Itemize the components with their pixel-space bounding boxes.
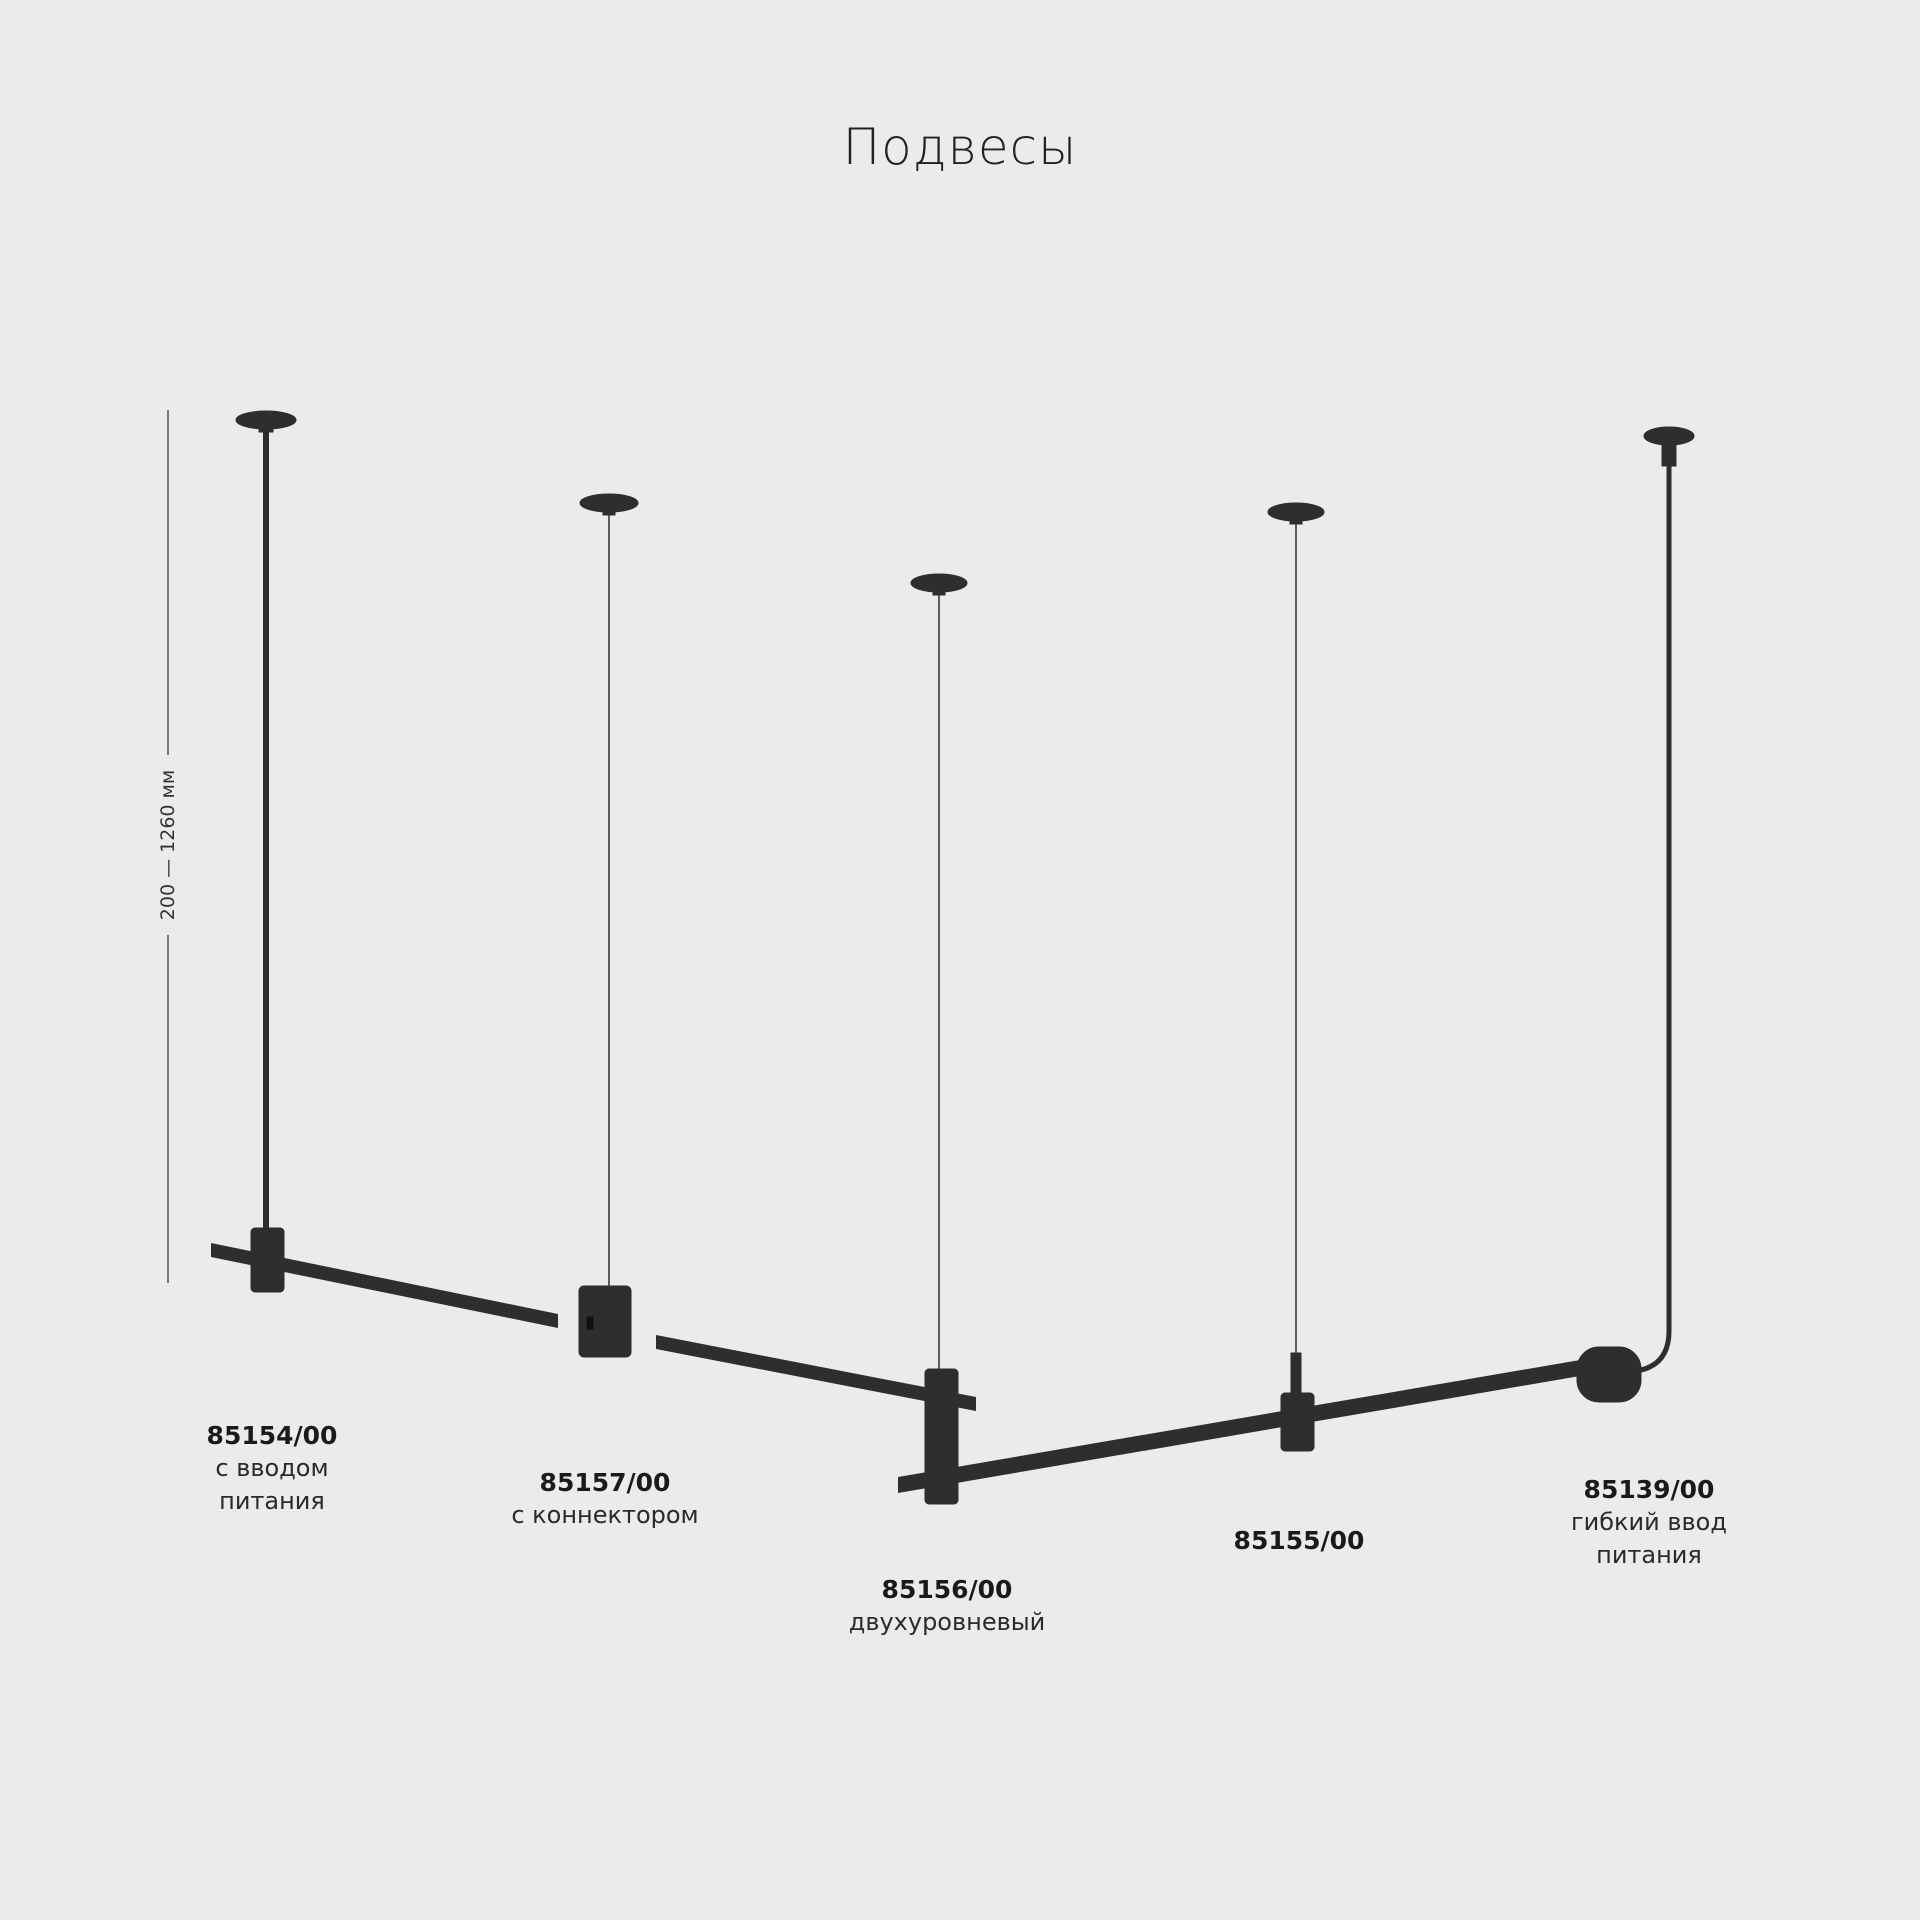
product-desc: питания: [1596, 1541, 1702, 1569]
product-label-85157: 85157/00 с коннектором: [511, 1466, 698, 1532]
product-desc: с коннектором: [511, 1501, 699, 1529]
pendant-85139: [1576, 426, 1695, 1403]
product-code: 85139/00: [1583, 1475, 1715, 1504]
page-title: Подвесы: [842, 118, 1078, 176]
product-code: 85156/00: [881, 1575, 1013, 1604]
product-code: 85155/00: [1233, 1526, 1365, 1555]
pendant-85155: [1267, 502, 1325, 1452]
product-code: 85154/00: [206, 1421, 338, 1450]
product-label-85154: 85154/00 с вводом питания: [207, 1419, 338, 1518]
product-label-85139: 85139/00 гибкий ввод питания: [1571, 1473, 1727, 1572]
product-code: 85157/00: [539, 1468, 671, 1497]
pendant-85156: [898, 573, 1580, 1505]
pendant-85157: [578, 493, 976, 1411]
product-desc: двухуровневый: [848, 1608, 1046, 1636]
product-label-85156: 85156/00 двухуровневый: [849, 1573, 1046, 1639]
product-desc: с вводом: [215, 1454, 329, 1482]
product-desc: питания: [219, 1487, 325, 1515]
height-dimension-label: 200 — 1260 мм: [157, 769, 179, 921]
pendant-85154: [211, 410, 558, 1328]
product-desc: гибкий ввод: [1571, 1508, 1727, 1536]
product-label-85155: 85155/00: [1234, 1524, 1365, 1557]
